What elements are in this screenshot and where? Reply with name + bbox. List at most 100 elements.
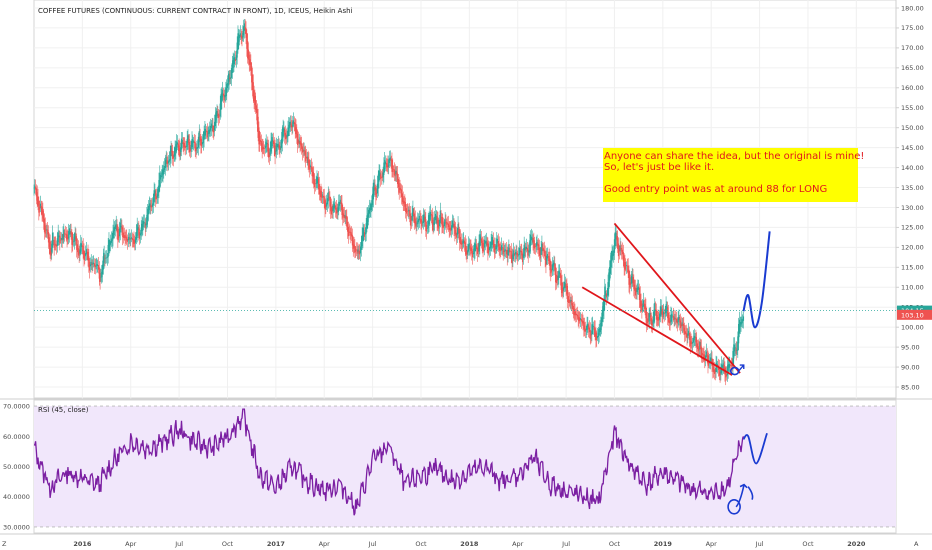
candle-body — [645, 306, 647, 319]
candle-body — [467, 250, 469, 253]
candle-body — [265, 141, 267, 148]
candle-body — [227, 77, 229, 86]
candle-body — [287, 127, 289, 137]
y-tick-label: 160.00 — [901, 84, 924, 92]
candle-body — [37, 196, 39, 206]
candle-body — [392, 165, 394, 173]
candle-body — [549, 258, 551, 271]
price-axis[interactable]: 85.0090.0095.00100.00105.00110.00115.001… — [895, 0, 924, 533]
time-axis[interactable]: 2016 Apr Jul Oct 2017 Apr Jul Oct 2018 Apr Jul Oct 2… — [0, 533, 932, 548]
candle-body — [388, 159, 390, 167]
candle-body — [203, 131, 205, 140]
candle-body — [601, 309, 603, 322]
candle-body — [595, 332, 597, 341]
candle-body — [161, 172, 163, 177]
candle-body — [302, 149, 304, 152]
candle-body — [297, 139, 300, 144]
auto-scale-button[interactable]: A — [914, 540, 919, 548]
candle-body — [672, 315, 674, 318]
candle-body — [218, 113, 220, 118]
candle-body — [468, 243, 470, 248]
candle-body — [359, 246, 362, 254]
candle-body — [338, 201, 341, 206]
candle-body — [692, 337, 695, 343]
candle-body — [154, 190, 156, 197]
candle-body — [303, 150, 305, 151]
candle-body — [184, 146, 187, 148]
candle-body — [274, 145, 276, 157]
candle-body — [385, 162, 387, 164]
candle-body — [629, 282, 632, 285]
candle-body — [446, 222, 448, 225]
candle-body — [273, 142, 275, 149]
scale-mode-button[interactable]: Z — [2, 540, 7, 548]
candle-body — [329, 196, 331, 207]
candle-body — [200, 138, 202, 146]
candle-body — [675, 318, 678, 323]
candle-body — [580, 318, 582, 320]
annotation-box[interactable]: Anyone can share the idea, but the origi… — [603, 148, 864, 202]
candle-body — [220, 94, 222, 110]
candle-body — [316, 177, 318, 184]
candle-body — [119, 222, 121, 233]
candle-body — [213, 128, 215, 132]
candle-body — [145, 223, 147, 226]
candle-body — [482, 243, 484, 252]
candle-body — [176, 142, 179, 145]
candle-body — [288, 124, 290, 132]
candle-body — [184, 145, 186, 148]
candle-body — [342, 208, 344, 218]
rsi-axis[interactable]: 30.0000 40.0000 50.0000 60.0000 70.0000 — [0, 398, 932, 531]
candle-body — [547, 256, 549, 257]
candle-body — [555, 274, 558, 284]
candle-body — [548, 256, 550, 262]
candle-body — [626, 265, 628, 267]
candle-body — [615, 232, 617, 240]
candle-body — [248, 54, 250, 64]
candle-body — [271, 137, 273, 147]
candle-body — [100, 276, 102, 278]
candle-body — [241, 36, 243, 39]
candle-body — [331, 210, 333, 212]
candle-body — [628, 269, 630, 285]
candle-body — [266, 142, 268, 145]
candle-body — [592, 324, 594, 330]
candle-body — [84, 253, 87, 256]
x-tick-label: Jul — [174, 540, 183, 548]
main-drawings — [581, 222, 771, 376]
candle-body — [450, 228, 452, 232]
candle-body — [506, 252, 508, 259]
candle-body — [280, 147, 282, 149]
candle-body — [58, 235, 60, 238]
candle-body — [602, 306, 604, 316]
candle-body — [700, 345, 702, 349]
candle-body — [309, 165, 312, 168]
candle-body — [713, 366, 715, 373]
candle-body — [530, 234, 532, 246]
candle-body — [404, 202, 406, 207]
candle-body — [596, 336, 599, 338]
candle-body — [671, 315, 674, 317]
candle-body — [478, 241, 480, 252]
candle-body — [134, 241, 136, 244]
candle-body — [446, 223, 449, 225]
candle-body — [259, 135, 261, 145]
candle-body — [43, 218, 46, 233]
candle-body — [405, 208, 408, 214]
candle-body — [155, 193, 157, 200]
y-tick-label: 165.00 — [901, 64, 924, 72]
candle-body — [681, 322, 683, 326]
candle-body — [580, 318, 583, 322]
candle-body — [52, 239, 54, 241]
candle-body — [147, 205, 150, 215]
candle-body — [82, 245, 84, 255]
candle-body — [342, 213, 345, 217]
candle-body — [105, 257, 108, 259]
candle-body — [641, 303, 643, 311]
candle-body — [198, 130, 200, 143]
candle-body — [638, 286, 640, 289]
candle-body — [646, 318, 649, 324]
rsi-entry-circle — [727, 499, 741, 515]
candle-body — [424, 216, 426, 222]
candle-body — [221, 92, 223, 102]
